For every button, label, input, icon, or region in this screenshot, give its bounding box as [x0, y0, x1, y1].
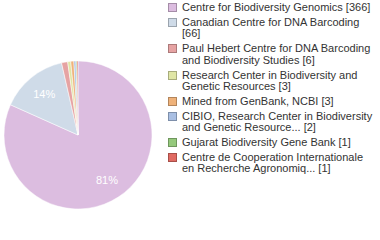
legend-swatch	[168, 112, 177, 121]
slice	[76, 61, 78, 135]
legend-entry: Centre for Biodiversity Genomics [366]	[168, 2, 376, 14]
pie-area: 81% 14%	[0, 0, 165, 240]
legend-swatch	[168, 18, 177, 27]
legend-label: Canadian Centre for DNA Barcoding [66]	[182, 16, 359, 40]
legend-label: CIBIO, Research Center in Biodiversity a…	[182, 110, 372, 134]
legend-entry: CIBIO, Research Center in Biodiversity a…	[168, 111, 376, 134]
legend: Centre for Biodiversity Genomics [366] Ca…	[168, 2, 376, 178]
legend-entry: Paul Hebert Centre for DNA Barcoding and…	[168, 43, 376, 66]
legend-label: Gujarat Biodiversity Gene Bank [1]	[182, 136, 351, 148]
slices	[4, 61, 152, 209]
legend-entry: Centre de Cooperation Internationale en …	[168, 152, 376, 175]
legend-swatch	[168, 44, 177, 53]
chart: 81% 14% Centre for Biodiversity Genomics …	[0, 0, 380, 240]
legend-label: Paul Hebert Centre for DNA Barcoding and…	[182, 42, 370, 66]
legend-entry: Canadian Centre for DNA Barcoding [66]	[168, 17, 376, 40]
legend-swatch	[168, 3, 177, 12]
slice	[62, 62, 78, 135]
slice-label: 14%	[33, 88, 55, 100]
legend-label: Research Center in Biodiversity and Gene…	[182, 69, 357, 93]
legend-entry: Gujarat Biodiversity Gene Bank [1]	[168, 137, 376, 149]
slice	[4, 61, 152, 209]
slice	[74, 61, 78, 135]
legend-entry: Research Center in Biodiversity and Gene…	[168, 70, 376, 93]
slice	[77, 61, 78, 135]
legend-label: Centre de Cooperation Internationale en …	[182, 151, 363, 175]
legend-label: Mined from GenBank, NCBI [3]	[182, 95, 334, 107]
legend-swatch	[168, 138, 177, 147]
legend-swatch	[168, 153, 177, 162]
slice-labels: 81% 14%	[33, 88, 118, 186]
legend-label: Centre for Biodiversity Genomics [366]	[182, 1, 370, 13]
slice-label: 81%	[96, 174, 118, 186]
legend-swatch	[168, 97, 177, 106]
legend-entry: Mined from GenBank, NCBI [3]	[168, 96, 376, 108]
legend-swatch	[168, 71, 177, 80]
slice	[68, 61, 78, 135]
slice	[71, 61, 78, 135]
